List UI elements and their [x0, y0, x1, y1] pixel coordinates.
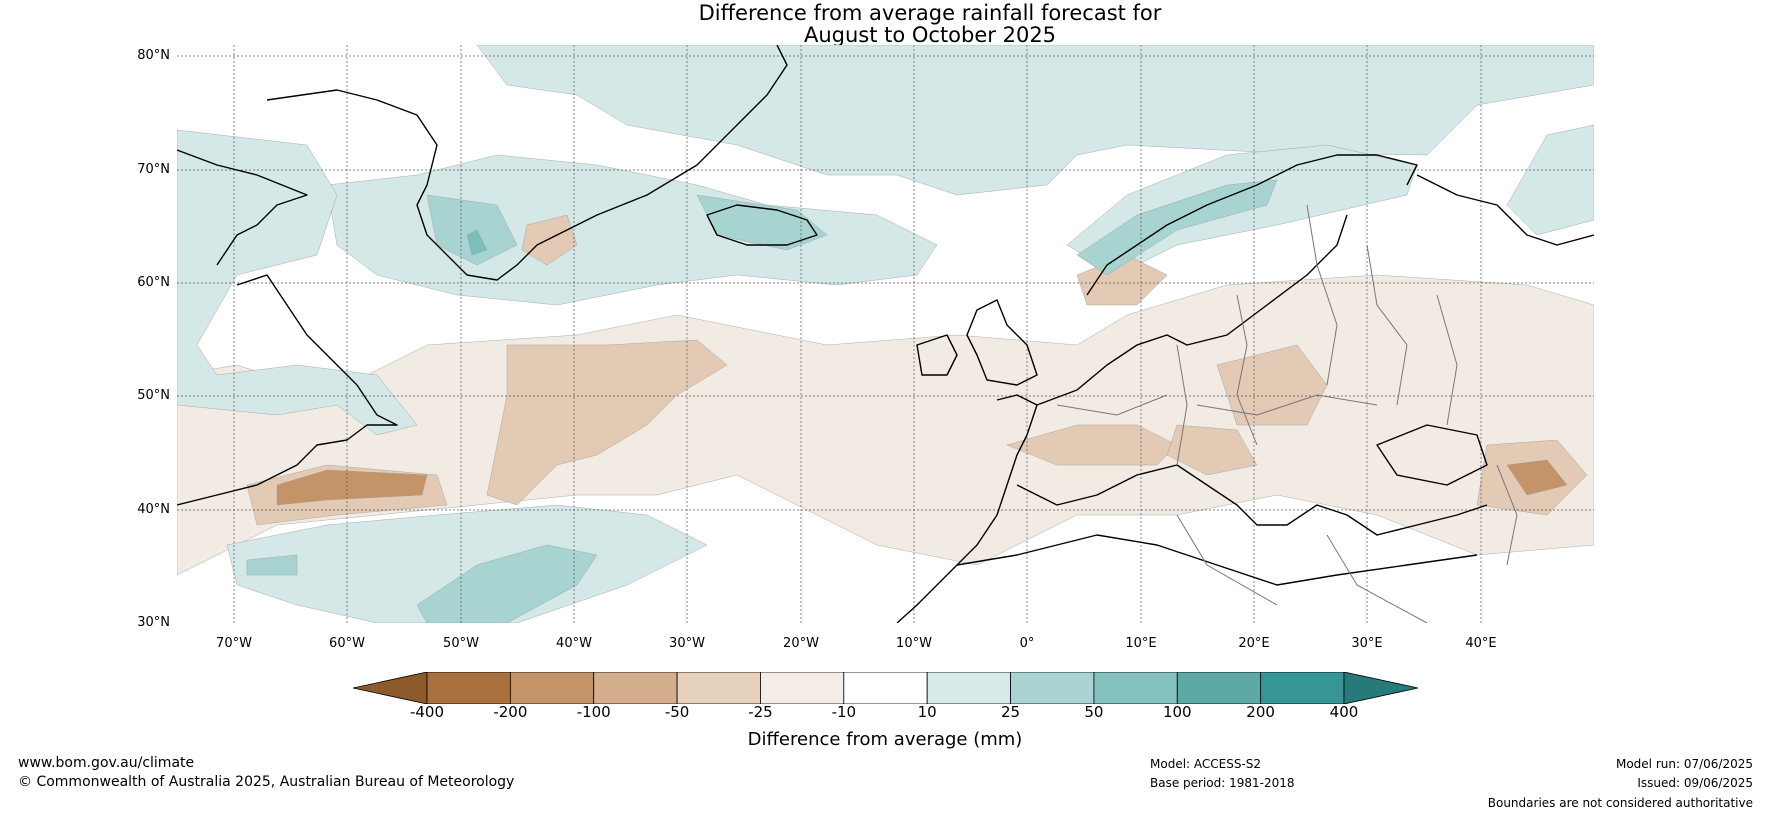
lat-label-40n: 40°N: [137, 502, 170, 517]
colorbar-segment: [1260, 672, 1345, 704]
wet-greenland-core: [426, 194, 518, 266]
lat-label-50n: 50°N: [137, 388, 170, 403]
colorbar-label: Difference from average (mm): [747, 729, 1023, 750]
wet-arctic: [476, 45, 1594, 196]
graticule: [177, 45, 1594, 623]
wet-greenland-south: [326, 154, 938, 306]
uk-coast: [966, 299, 1038, 386]
colorbar-tick-label: 200: [1246, 703, 1275, 721]
dry-central-europe: [1216, 344, 1328, 426]
footer-copyright: © Commonwealth of Australia 2025, Austra…: [18, 774, 515, 790]
colorbar-segment: [843, 672, 928, 704]
footer-model: Model: ACCESS-S2: [1150, 757, 1262, 771]
lon-label-0: 0°: [1019, 636, 1035, 651]
colorbar-extend-low: [353, 672, 428, 704]
footer-disclaimer: Boundaries are not considered authoritat…: [1487, 796, 1753, 810]
greenland-coast: [266, 45, 788, 281]
africa-coast: [956, 534, 1478, 586]
lat-label-80n: 80°N: [137, 48, 170, 63]
colorbar-segment: [760, 672, 845, 704]
mediterranean-coast: [1016, 464, 1488, 536]
colorbar-tick-label: 400: [1329, 703, 1359, 721]
colorbar-segment: [1093, 672, 1178, 704]
colorbar-tick-label: -100: [576, 703, 611, 721]
colorbar: [353, 672, 1418, 704]
anomaly-shading: [177, 45, 1594, 623]
lon-label-10w: 10°W: [896, 636, 932, 651]
colorbar-tick-label: 10: [917, 703, 937, 721]
colorbar-tick-label: -400: [409, 703, 445, 721]
colorbar-tick-label: -10: [831, 703, 857, 721]
map-title-line-1: Difference from average rainfall forecas…: [698, 1, 1162, 25]
lon-label-30e: 30°E: [1351, 636, 1383, 651]
colorbar-segment: [1176, 672, 1262, 704]
country-borders: [1056, 204, 1518, 623]
labrador-coast: [177, 274, 398, 506]
lon-label-50w: 50°W: [443, 636, 479, 651]
dry-greenland-east: [521, 214, 578, 266]
wet-labrador: [177, 129, 418, 436]
ireland-coast: [916, 334, 958, 376]
colorbar-tick-label: 50: [1084, 703, 1104, 721]
footer-base-period: Base period: 1981-2018: [1150, 776, 1295, 790]
colorbar-segment: [926, 672, 1011, 704]
colorbar-tick-label: -200: [493, 703, 528, 721]
dry-mid-atlantic: [486, 339, 728, 506]
colorbar-segment: [1010, 672, 1095, 704]
baffin-coast: [177, 149, 308, 266]
colorbar-segment: [509, 672, 595, 704]
dry-core-caucasus: [1506, 459, 1568, 496]
colorbar-segment: [426, 672, 511, 704]
lon-label-20e: 20°E: [1238, 636, 1270, 651]
lon-label-40w: 40°W: [556, 636, 592, 651]
footer-url: www.bom.gov.au/climate: [18, 755, 195, 771]
dry-alps: [1166, 424, 1258, 476]
coastlines: [177, 45, 1594, 623]
wet-core-2: [466, 229, 488, 256]
lon-label-10e: 10°E: [1125, 636, 1157, 651]
footer-issued: Issued: 09/06/2025: [1637, 776, 1753, 790]
lat-label-70n: 70°N: [137, 162, 170, 177]
rainfall-map: [177, 45, 1594, 623]
lon-label-70w: 70°W: [216, 636, 252, 651]
colorbar-extend-high: [1343, 672, 1418, 704]
colorbar-tick-label: 25: [1000, 703, 1021, 721]
black-sea-coast: [1376, 424, 1488, 486]
colorbar-tick-label: -25: [748, 703, 773, 721]
lat-label-60n: 60°N: [137, 275, 170, 290]
colorbar-segment: [593, 672, 678, 704]
colorbar-segment: [676, 672, 761, 704]
lon-label-20w: 20°W: [783, 636, 819, 651]
iceland-coast: [706, 204, 818, 246]
lat-label-30n: 30°N: [137, 615, 170, 630]
arctic-east-coast: [1416, 174, 1594, 246]
map-title-line-2: August to October 2025: [803, 23, 1057, 47]
wet-subtropic: [416, 544, 598, 623]
lon-label-60w: 60°W: [329, 636, 365, 651]
europe-west-coast: [896, 394, 1038, 623]
norway-coast: [1086, 154, 1418, 296]
wet-east: [1506, 124, 1594, 236]
colorbar-tick-label: 100: [1162, 703, 1192, 721]
lon-label-30w: 30°W: [669, 636, 705, 651]
dry-core-west: [276, 469, 428, 506]
footer-model-run: Model run: 07/06/2025: [1615, 757, 1753, 771]
wet-subtropic-2: [246, 554, 298, 576]
colorbar-tick-label: -50: [664, 703, 690, 721]
lon-label-40e: 40°E: [1465, 636, 1497, 651]
